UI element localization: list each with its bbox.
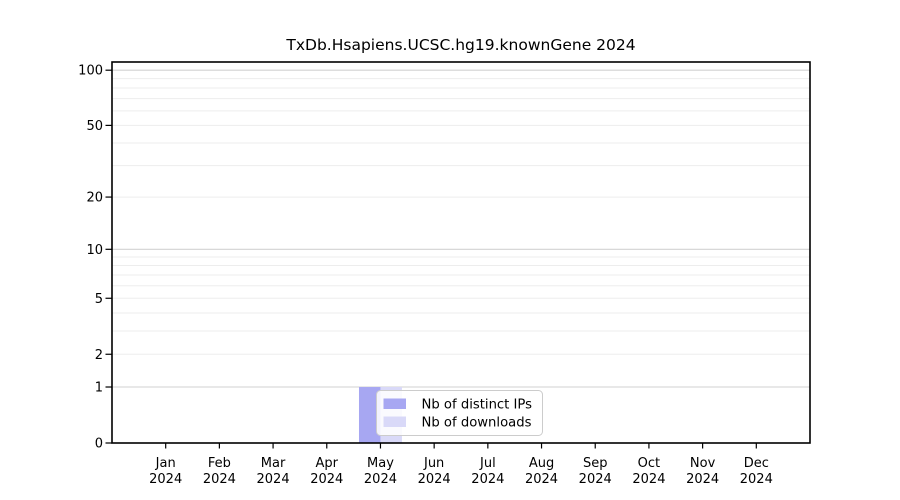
x-tick-label: Aug 2024 (525, 456, 558, 487)
x-tick-label: May 2024 (364, 456, 397, 487)
chart-title: TxDb.Hsapiens.UCSC.hg19.knownGene 2024 (286, 36, 636, 54)
y-tick-label: 5 (95, 292, 103, 307)
x-tick-label: Jun 2024 (418, 456, 451, 487)
y-tick-label: 50 (86, 119, 103, 134)
x-tick-label: Oct 2024 (632, 456, 665, 487)
y-tick-label: 20 (86, 191, 103, 206)
y-tick-label: 2 (95, 348, 103, 363)
x-tick-label: Dec 2024 (740, 456, 773, 487)
legend: Nb of distinct IPs Nb of downloads (376, 390, 543, 436)
legend-swatch-downloads (383, 416, 406, 427)
x-tick-label: Nov 2024 (686, 456, 719, 487)
bar-nb-of-distinct-ips-may-2024 (358, 387, 381, 443)
x-tick-label: Jan 2024 (149, 456, 182, 487)
x-tick-label: Mar 2024 (257, 456, 290, 487)
legend-box (376, 390, 543, 436)
x-tick-label: Feb 2024 (203, 456, 236, 487)
x-tick-label: Apr 2024 (310, 456, 343, 487)
legend-label-downloads: Nb of downloads (422, 416, 532, 431)
y-axis: 0 1 2 5 10 20 50 100 (78, 64, 112, 452)
y-tick-label: 100 (78, 64, 103, 79)
plot-border (111, 61, 811, 444)
legend-swatch-distinct-ips (383, 398, 406, 409)
y-tick-label: 10 (86, 243, 103, 258)
y-tick-label: 1 (95, 381, 103, 396)
x-tick-label: Sep 2024 (579, 456, 612, 487)
x-tick-label: Jul 2024 (471, 456, 504, 487)
legend-label-distinct-ips: Nb of distinct IPs (422, 398, 533, 413)
x-axis: Jan 2024 Feb 2024 Mar 2024 Apr 2024 May 2024 Jun 20… (149, 443, 773, 487)
gridlines (112, 69, 810, 388)
y-tick-label: 0 (95, 437, 103, 452)
